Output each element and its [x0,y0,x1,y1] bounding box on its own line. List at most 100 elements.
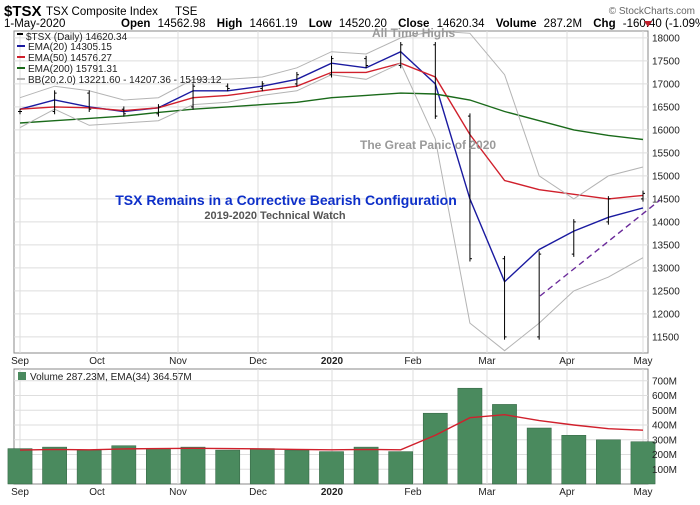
price-y-tick: 14500 [652,194,680,205]
volume-x-tick: May [634,487,653,498]
volume-y-tick: 200M [652,450,677,461]
legend-swatch-ema20 [17,45,25,47]
price-bars [18,42,645,340]
volume-bar [422,412,448,485]
price-x-tick: Feb [404,356,422,367]
volume-x-tick: Dec [249,487,267,498]
volume-bar [630,441,656,485]
volume-x-axis: Sep Oct Nov Dec 2020 Feb Mar Apr May [11,487,652,498]
legend-swatch-price [17,33,23,35]
price-y-tick: 16500 [652,102,680,113]
low-value: 14520.20 [339,18,387,30]
volume-legend-swatch [18,372,26,380]
price-y-tick: 13000 [652,263,680,274]
volume-y-tick: 600M [652,391,677,402]
volume-bars [7,387,656,485]
volume-bar [526,427,552,485]
legend-swatch-bb [17,78,25,80]
open-label: Open [121,18,150,30]
volume-bar [42,446,67,485]
price-y-tick: 17500 [652,56,680,67]
volume-bar [180,446,206,485]
price-legend: $TSX (Daily) 14620.34 EMA(20) 14305.15 E… [17,32,222,86]
chg-label: Chg [593,18,615,30]
volume-x-tick: Nov [169,487,187,498]
header-date: 1-May-2020 [4,18,65,30]
price-y-ticks: 11500 12000 12500 13000 13500 14000 14500 15000… [652,33,680,343]
annotation-great-panic: The Great Panic of 2020 [360,138,496,152]
volume-y-tick: 400M [652,421,677,432]
close-label: Close [398,18,429,30]
price-x-tick: Apr [559,356,575,367]
legend-ema20: EMA(20) 14305.15 [28,42,112,53]
legend-price: $TSX (Daily) 14620.34 [26,32,128,43]
price-x-tick: Mar [478,356,496,367]
price-y-tick: 13500 [652,240,680,251]
volume-x-tick: Feb [404,487,422,498]
volume-legend: Volume 287.23M, EMA(34) 364.57M [30,372,192,383]
volume-x-tick: 2020 [321,487,344,498]
price-x-tick: Sep [11,356,29,367]
volume-value: 287.2M [544,18,582,30]
volume-bar [353,446,379,485]
price-y-tick: 12500 [652,286,680,297]
series-line-bb-20-2-0-upper [19,30,644,200]
volume-bar [457,387,483,485]
header-symbol: $TSX [4,3,42,20]
volume-ema [19,413,644,451]
price-y-tick: 17000 [652,79,680,90]
header-name: TSX Composite Index [46,6,158,18]
annotation-subtitle: 2019-2020 Technical Watch [204,210,346,222]
volume-bar [146,448,171,485]
price-x-tick: Nov [169,356,187,367]
high-label: High [217,18,243,30]
volume-ema-line [19,413,644,451]
volume-bar [596,439,621,485]
price-y-tick: 15500 [652,148,680,159]
volume-y-tick: 100M [652,465,677,476]
volume-y-tick: 700M [652,376,677,387]
stockcharts-credit: © StockCharts.com [609,6,695,17]
legend-ema50: EMA(50) 14576.27 [28,53,112,64]
ohlc-line: Open 14562.98 High 14661.19 Low 14520.20… [121,18,700,30]
legend-swatch-ema200 [17,67,25,69]
chg-value: -160.40 (-1.09%) [623,18,700,30]
price-x-axis: Sep Oct Nov Dec 2020 Feb Mar Apr May [11,356,652,367]
volume-bar [388,451,414,485]
open-value: 14562.98 [158,18,206,30]
price-y-tick: 14000 [652,217,680,228]
close-value: 14620.34 [437,18,486,30]
volume-bar [492,404,517,485]
price-y-tick: 18000 [652,33,680,44]
legend-ema200: EMA(200) 15791.31 [28,64,118,75]
legend-swatch-ema50 [17,56,25,58]
volume-bar [215,449,241,485]
price-x-tick: May [634,356,653,367]
volume-bar [319,451,344,485]
legend-bb: BB(20,2.0) 13221.60 - 14207.36 - 15193.1… [28,75,222,86]
volume-x-tick: Apr [559,487,575,498]
down-arrow-icon [644,21,652,27]
annotation-title: TSX Remains in a Corrective Bearish Conf… [115,192,457,208]
volume-x-tick: Sep [11,487,29,498]
volume-x-tick: Oct [89,487,105,498]
price-panel [13,30,649,354]
volume-bar [76,449,102,485]
volume-y-tick: 300M [652,435,677,446]
price-y-tick: 12000 [652,309,680,320]
volume-y-tick: 500M [652,406,677,417]
low-label: Low [309,18,332,30]
volume-label: Volume [496,18,537,30]
price-y-tick: 16000 [652,125,680,136]
volume-bar [7,448,33,485]
price-x-tick: Dec [249,356,267,367]
volume-bar [284,449,310,485]
price-y-tick: 15000 [652,171,680,182]
price-x-tick: Oct [89,356,105,367]
volume-bar [561,435,587,485]
header-exchange: TSE [175,6,198,18]
volume-x-tick: Mar [478,487,496,498]
volume-bar [249,448,275,485]
